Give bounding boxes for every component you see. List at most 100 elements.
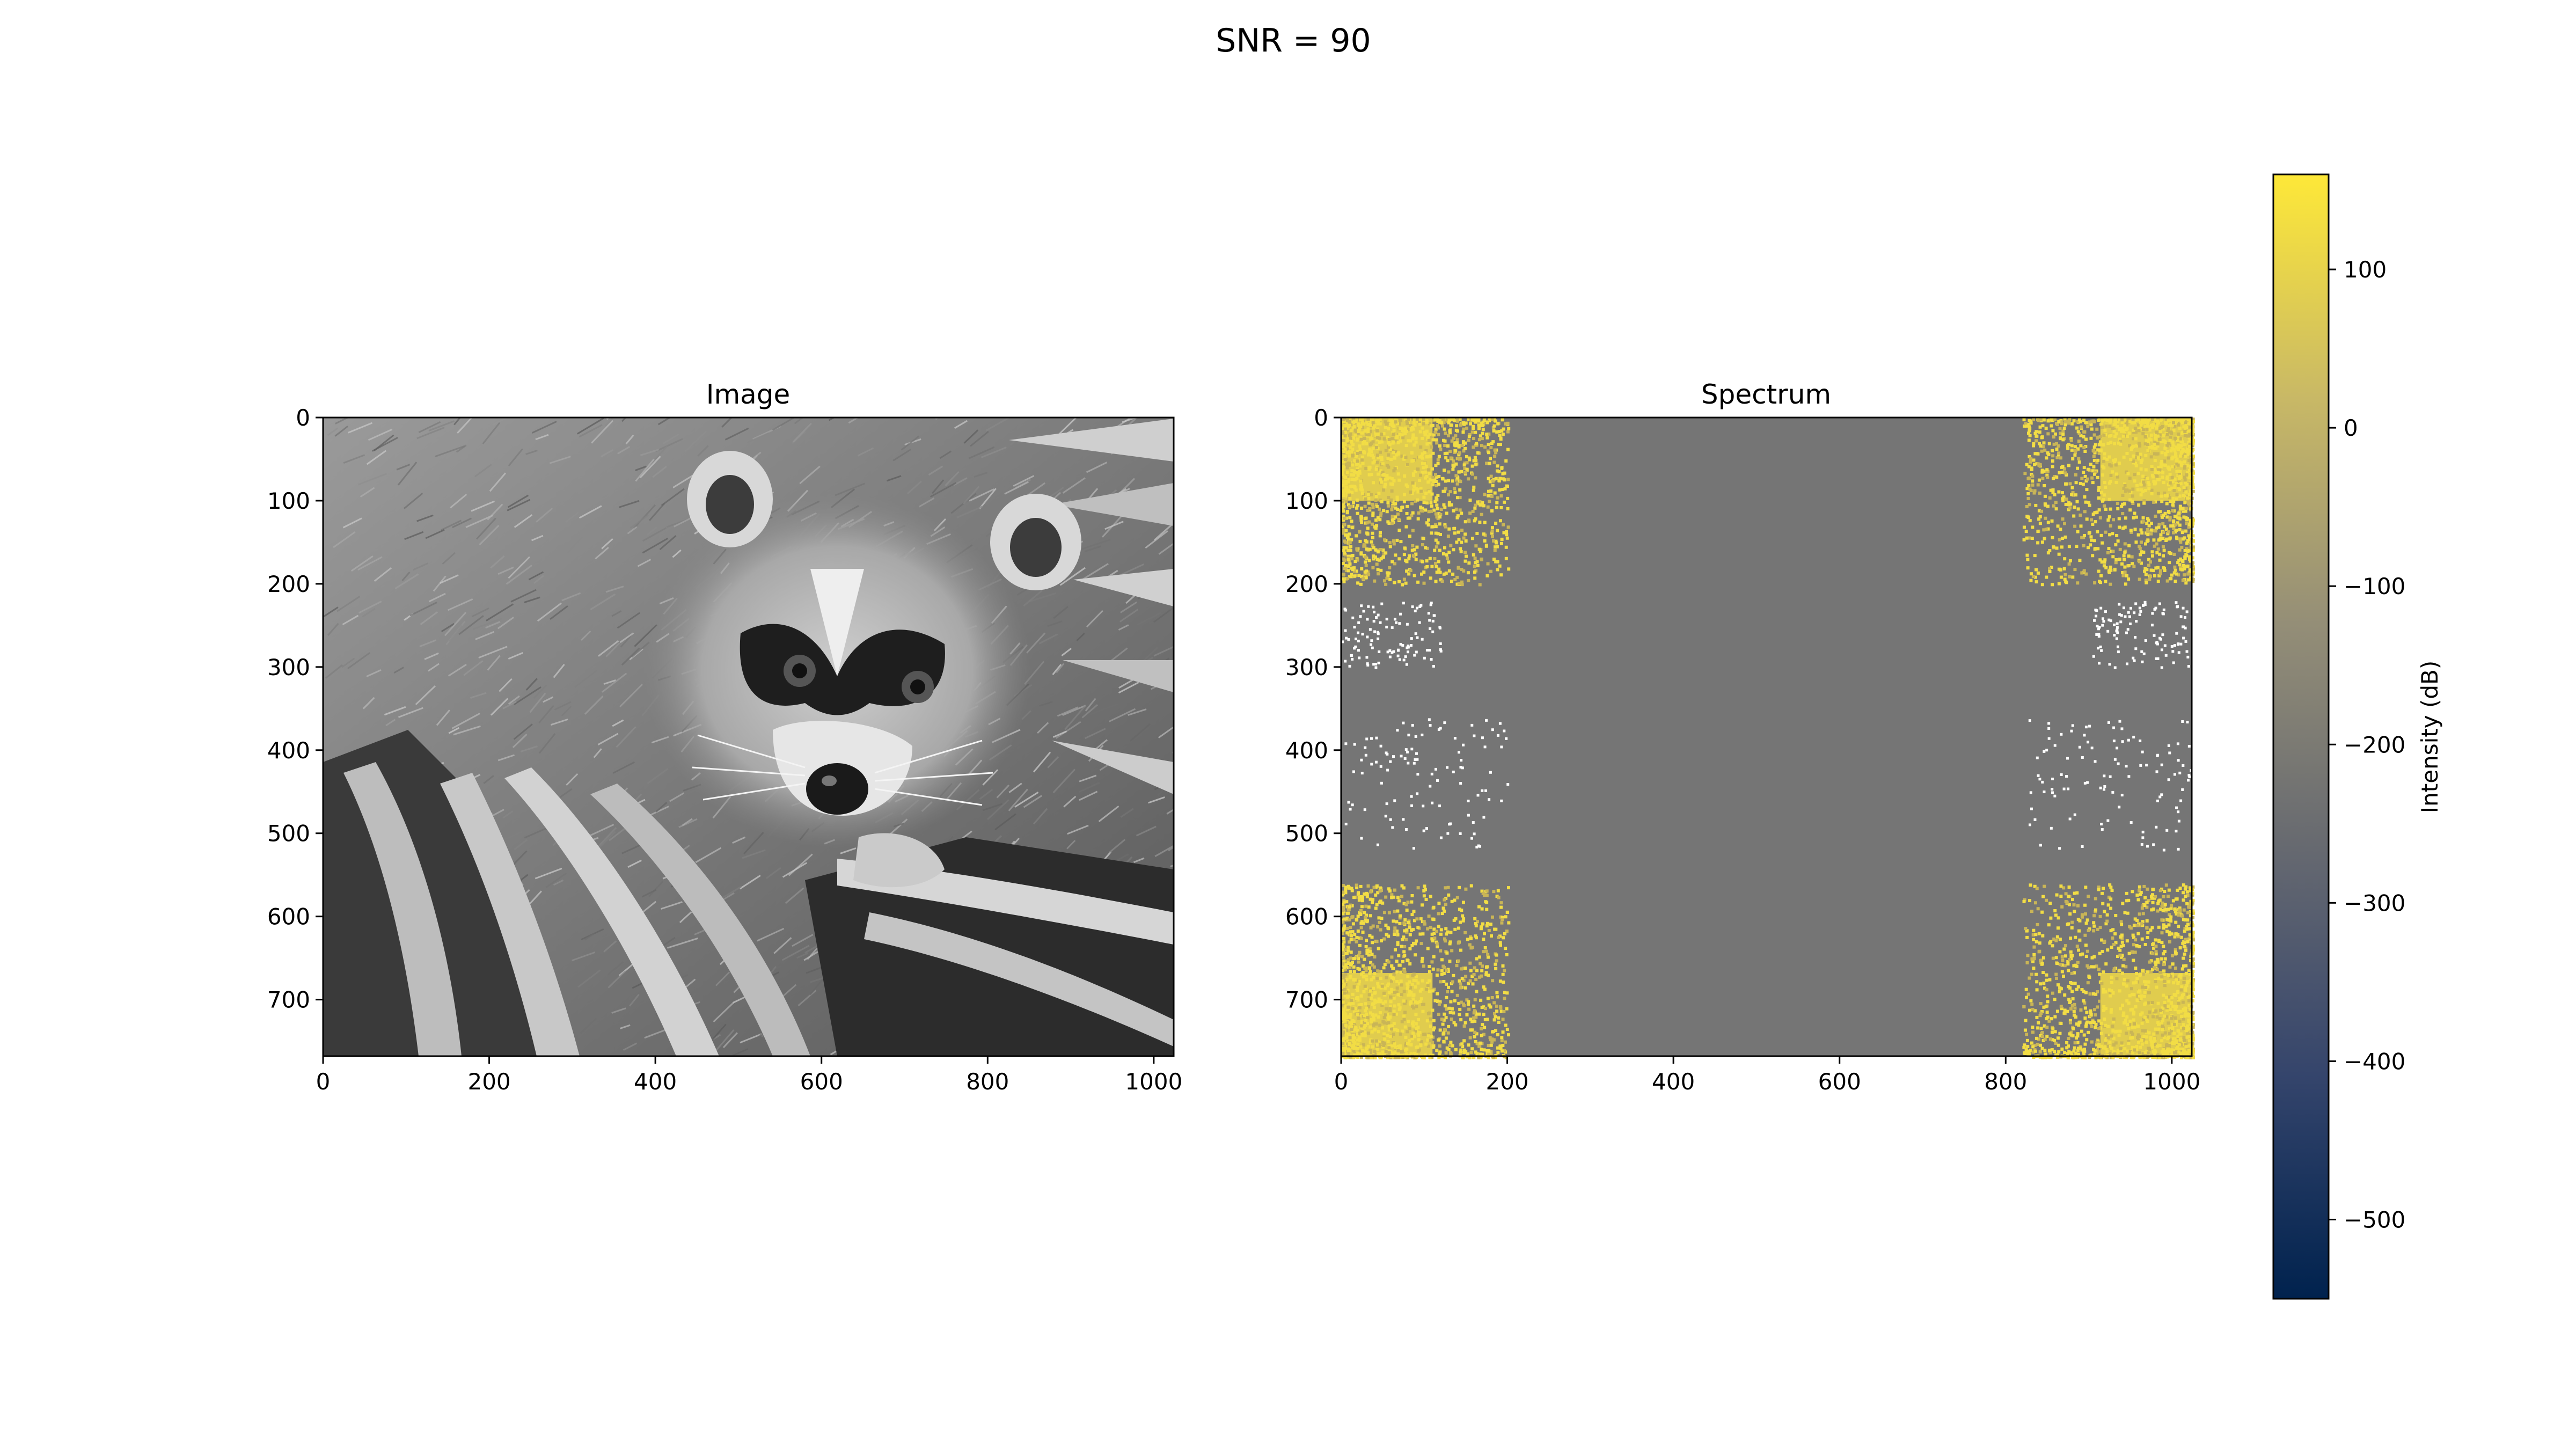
spectrum-speck	[1496, 734, 1499, 737]
spectrum-speck	[2113, 623, 2116, 626]
spectrum-speck	[1498, 722, 1502, 725]
spectrum-y-tick-label: 400	[1285, 737, 1328, 764]
spectrum-speck	[2090, 747, 2094, 750]
spectrum-speck	[2050, 826, 2053, 830]
spectrum-speck	[1483, 745, 1487, 749]
spectrum-speck	[1431, 630, 1435, 633]
spectrum-speck	[2142, 604, 2145, 607]
spectrum-speck	[2179, 615, 2183, 618]
spectrum-speck	[1439, 642, 1442, 645]
spectrum-speck	[2083, 734, 2086, 737]
figure-suptitle: SNR = 90	[1216, 22, 1371, 60]
spectrum-speck	[1410, 804, 1414, 807]
spectrum-speck	[1391, 626, 1394, 630]
spectrum-speck	[1360, 772, 1364, 775]
spectrum-speck	[2118, 613, 2121, 616]
spectrum-speck	[2160, 648, 2163, 652]
spectrum-speck	[1453, 737, 1457, 740]
spectrum-speck	[2098, 626, 2101, 629]
spectrum-panel: Spectrum 0 200 400 600 800 1000 0 100 200 300 400…	[1285, 379, 2200, 1095]
spectrum-speck	[1370, 763, 1373, 766]
spectrum-speck	[2158, 795, 2162, 799]
spectrum-speck	[2116, 628, 2119, 632]
spectrum-speck	[1374, 760, 1378, 764]
spectrum-speck	[1374, 616, 1378, 619]
spectrum-speck	[2155, 657, 2158, 660]
spectrum-speck	[1415, 606, 1418, 610]
spectrum-speck	[2113, 666, 2117, 669]
spectrum-speck	[2106, 630, 2110, 633]
spectrum-speck	[1345, 636, 1348, 640]
spectrum-y-tick-label: 700	[1285, 987, 1328, 1013]
spectrum-speck	[1489, 771, 1492, 774]
spectrum-speck	[1439, 648, 1442, 651]
spectrum-speck	[2161, 612, 2164, 615]
spectrum-speck	[2152, 843, 2155, 846]
spectrum-speck	[2145, 764, 2148, 767]
image-x-tick-label: 400	[634, 1069, 677, 1095]
spectrum-speck	[1485, 719, 1488, 722]
spectrum-y-tick-label: 600	[1285, 904, 1328, 930]
spectrum-speck	[2041, 780, 2044, 784]
spectrum-speck	[2118, 720, 2121, 723]
spectrum-speck	[2125, 662, 2128, 665]
spectrum-speck	[2135, 620, 2138, 623]
spectrum-speck	[1411, 723, 1414, 727]
image-y-tick-label: 200	[267, 571, 310, 597]
spectrum-speck	[1347, 801, 1350, 804]
spectrum-speck	[2086, 781, 2089, 784]
spectrum-speck	[2125, 765, 2128, 768]
spectrum-speck	[1476, 794, 1480, 797]
spectrum-speck	[2120, 794, 2124, 797]
spectrum-speck	[2161, 633, 2164, 636]
spectrum-speck	[2159, 638, 2162, 641]
spectrum-speck	[1379, 621, 1382, 624]
spectrum-speck	[1470, 837, 1474, 840]
spectrum-speck	[2162, 848, 2165, 852]
spectrum-speck	[1482, 816, 1485, 819]
spectrum-speck	[1391, 651, 1394, 654]
spectrum-speck	[2093, 619, 2096, 622]
spectrum-speck	[1431, 619, 1435, 623]
spectrum-speck	[2176, 742, 2179, 745]
spectrum-speck	[1344, 609, 1348, 612]
spectrum-speck	[2156, 657, 2160, 660]
spectrum-speck	[1402, 818, 1405, 821]
spectrum-speck	[1379, 744, 1382, 748]
spectrum-speck	[2113, 758, 2117, 761]
spectrum-speck	[1410, 795, 1413, 798]
colorbar-tick-label: 100	[2344, 257, 2387, 283]
spectrum-speck	[1374, 666, 1378, 669]
spectrum-speck	[2068, 817, 2072, 821]
spectrum-speck	[2172, 661, 2175, 664]
spectrum-speck	[1396, 654, 1400, 657]
spectrum-speck	[2095, 633, 2098, 636]
spectrum-speck	[1449, 822, 1452, 825]
spectrum-speck	[2119, 620, 2123, 624]
spectrum-speck	[2104, 610, 2107, 613]
spectrum-speck	[2103, 785, 2106, 788]
spectrum-y-tick-label: 300	[1285, 654, 1328, 680]
spectrum-speck	[2101, 624, 2104, 627]
spectrum-speck	[2187, 744, 2191, 748]
spectrum-speck	[1472, 821, 1475, 824]
spectrum-speck	[2103, 774, 2106, 778]
spectrum-speck	[1386, 769, 1389, 772]
spectrum-speck	[1347, 638, 1350, 641]
spectrum-speck	[2156, 754, 2159, 757]
spectrum-speck	[1360, 837, 1363, 840]
spectrum-speck	[1359, 615, 1362, 618]
spectrum-speck	[2071, 724, 2074, 727]
spectrum-speck	[1452, 770, 1455, 773]
spectrum-speck	[2113, 634, 2116, 637]
spectrum-speck	[2175, 806, 2178, 809]
spectrum-speck	[1430, 602, 1433, 605]
image-y-tick-label: 0	[296, 405, 310, 431]
spectrum-speck	[2030, 807, 2033, 810]
spectrum-speck	[1365, 656, 1368, 659]
spectrum-speck	[1360, 604, 1363, 608]
spectrum-speck	[2043, 750, 2046, 753]
spectrum-speck	[2175, 830, 2178, 833]
spectrum-speck	[2173, 773, 2176, 776]
spectrum-speck	[1385, 802, 1388, 806]
